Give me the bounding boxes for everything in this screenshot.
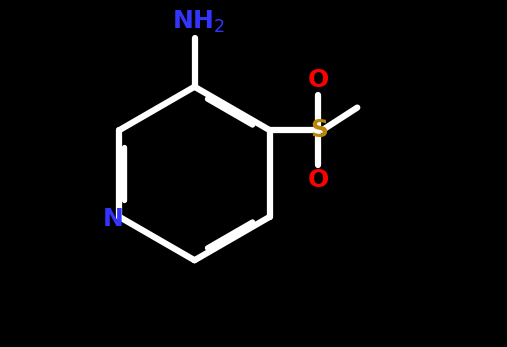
Text: NH$_2$: NH$_2$ (171, 8, 225, 35)
Text: O: O (308, 168, 329, 192)
Text: O: O (308, 68, 329, 92)
Text: N: N (103, 206, 124, 231)
Text: S: S (310, 118, 328, 142)
